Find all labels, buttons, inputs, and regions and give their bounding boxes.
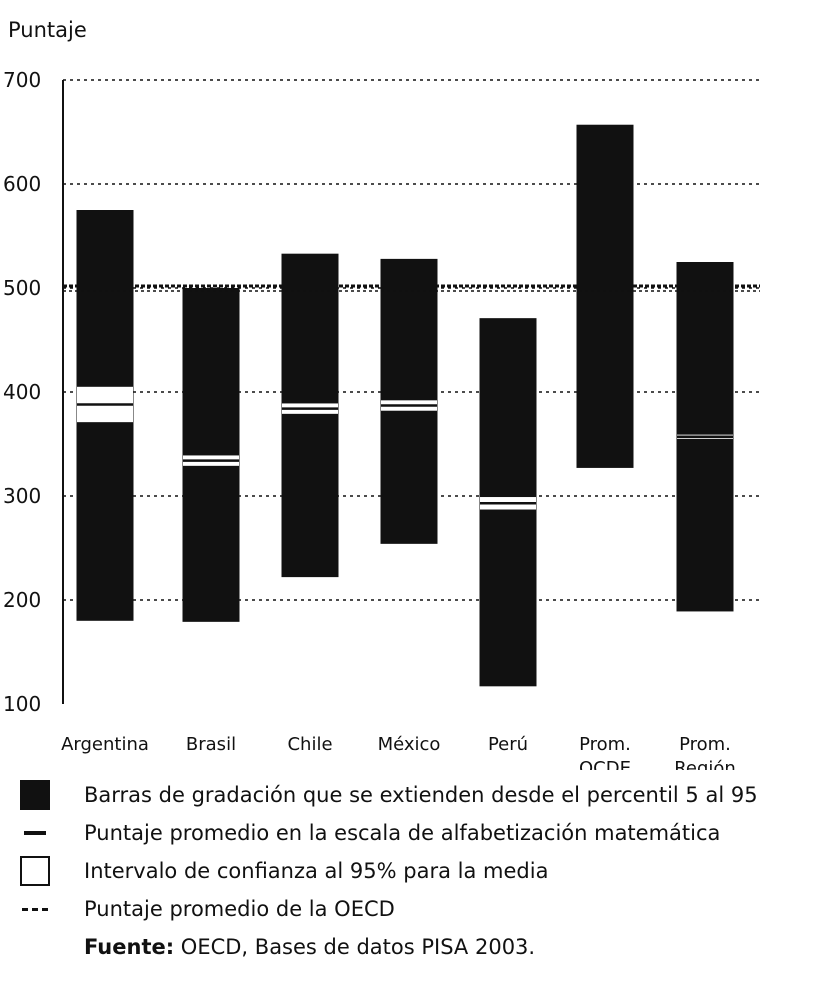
legend-oecd-label: Puntaje promedio de la OECD <box>84 897 395 921</box>
y-tick-label-400: 400 <box>3 380 41 404</box>
y-tick-label-700: 700 <box>3 68 41 92</box>
legend-bar-label: Barras de gradación que se extienden des… <box>84 783 758 807</box>
legend-ci-label: Intervalo de confianza al 95% para la me… <box>84 859 549 883</box>
legend-item-ci: Intervalo de confianza al 95% para la me… <box>20 852 758 890</box>
legend-item-mean: Puntaje promedio en la escala de alfabet… <box>20 814 758 852</box>
bar-2 <box>281 253 339 578</box>
x-tick-label-1: Brasil <box>186 734 236 755</box>
legend-oecd-swatch <box>20 894 60 924</box>
x-tick-label-2: Chile <box>287 734 332 755</box>
x-tick-label-3: México <box>378 734 441 755</box>
source-note: Fuente: OECD, Bases de datos PISA 2003. <box>20 928 758 966</box>
y-tick-label-100: 100 <box>3 692 41 716</box>
x-tick-label-6: Prom. <box>679 734 731 755</box>
legend-mean-label: Puntaje promedio en la escala de alfabet… <box>84 821 721 845</box>
legend-bar-swatch <box>20 780 60 810</box>
legend-item-bar: Barras de gradación que se extienden des… <box>20 776 758 814</box>
source-text: OECD, Bases de datos PISA 2003. <box>174 935 536 959</box>
y-tick-label-600: 600 <box>3 172 41 196</box>
bar-1 <box>182 288 240 622</box>
bar-5 <box>576 124 634 468</box>
y-tick-label-500: 500 <box>3 276 41 300</box>
chart-svg: 100 200 300 400 500 600 700 Argentina Brasil Chil… <box>3 68 760 770</box>
legend: Barras de gradación que se extienden des… <box>20 776 758 966</box>
x-tick-label-4: Perú <box>488 734 528 755</box>
y-tick-label-200: 200 <box>3 588 41 612</box>
x-tick-label-5: Prom. <box>579 734 631 755</box>
x-tick-label-6-line2: Región <box>674 758 736 770</box>
legend-ci-swatch <box>20 856 60 886</box>
legend-item-oecd: Puntaje promedio de la OECD <box>20 890 758 928</box>
x-tick-label-5-line2: OCDE <box>579 758 631 770</box>
legend-mean-swatch <box>20 818 60 848</box>
y-tick-label-300: 300 <box>3 484 41 508</box>
source-label: Fuente: <box>84 935 175 959</box>
x-tick-label-0: Argentina <box>61 734 149 755</box>
y-axis-label: Puntaje <box>8 18 87 42</box>
